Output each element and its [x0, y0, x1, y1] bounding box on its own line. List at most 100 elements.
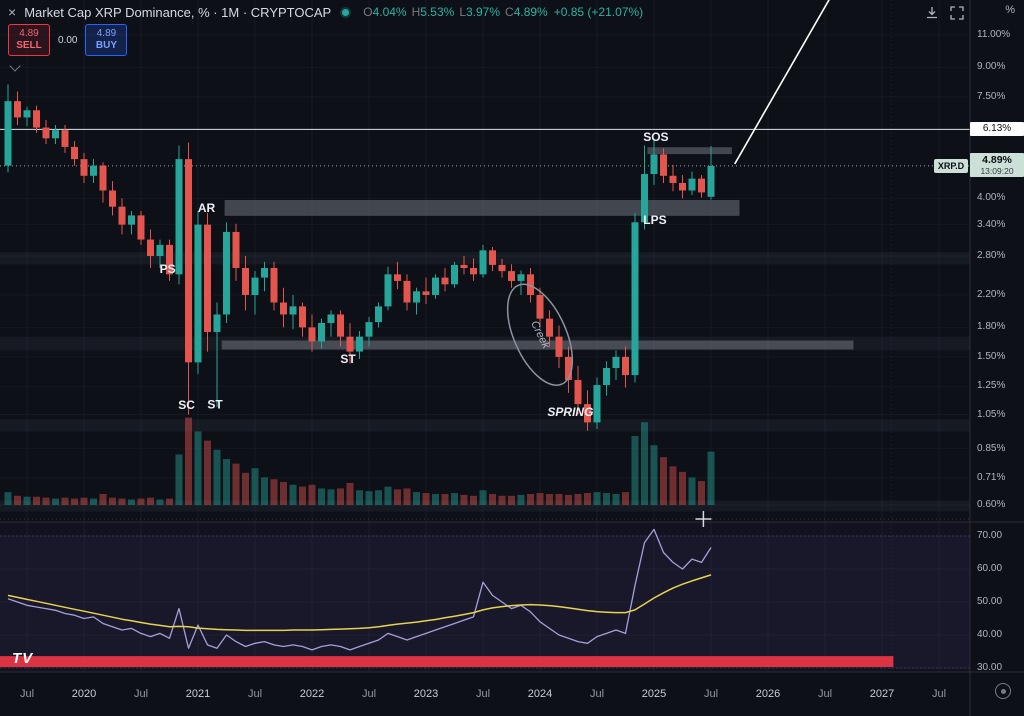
volume-bar — [80, 497, 88, 505]
rsi-tick: 60.00 — [977, 563, 1003, 574]
volume-bar — [261, 477, 268, 505]
candle — [4, 101, 12, 166]
high-label: H — [411, 5, 421, 19]
candle — [232, 231, 240, 268]
sell-label: SELL — [16, 40, 42, 51]
volume-bar — [204, 440, 211, 505]
volume-bar — [631, 436, 639, 505]
wyckoff-label-lps: LPS — [643, 213, 666, 227]
candle — [308, 327, 316, 342]
candle — [365, 322, 373, 337]
volume-bar — [641, 422, 648, 505]
volume-bar — [422, 493, 430, 505]
volume-bar — [318, 488, 325, 505]
time-tick: Jul — [361, 688, 377, 700]
candle — [90, 165, 97, 176]
volume-bar — [346, 482, 354, 505]
sell-button[interactable]: 4.89 SELL — [8, 24, 50, 56]
volume-bar — [137, 498, 145, 505]
price-tick: 0.60% — [977, 498, 1006, 510]
download-icon[interactable] — [924, 5, 940, 21]
candle — [489, 250, 496, 265]
candle — [128, 215, 135, 225]
trend-line[interactable] — [734, 0, 833, 165]
volume-bar — [565, 494, 572, 505]
volume-bar — [546, 493, 553, 505]
volume-bar — [99, 493, 107, 505]
candle — [622, 356, 629, 376]
buy-button[interactable]: 4.89 BUY — [85, 24, 128, 56]
candle — [603, 368, 610, 386]
spread-value: 0.00 — [58, 34, 78, 46]
creek-ellipse[interactable] — [494, 275, 585, 395]
candle — [223, 231, 230, 315]
tradingview-logo[interactable]: TV — [12, 650, 34, 667]
open-label: O — [363, 5, 373, 19]
rsi-band — [0, 536, 970, 668]
market-status-dot[interactable] — [342, 8, 350, 16]
current-price-label[interactable]: 4.89% 13:09:20 — [970, 152, 1024, 177]
ohlc-values: O 4.04% H 5.53% L 3.97% C 4.89% +0.85 (+… — [358, 5, 643, 19]
time-tick: Jul — [589, 688, 605, 700]
candle — [213, 314, 221, 332]
candle — [403, 280, 411, 303]
candle — [432, 277, 439, 295]
price-tick: 1.50% — [977, 350, 1006, 362]
candle — [441, 277, 449, 285]
time-tick: 2022 — [299, 688, 325, 700]
volume-bar — [109, 497, 116, 505]
volume-bar — [33, 496, 40, 505]
volume-bar — [71, 498, 78, 505]
volume-bar — [612, 493, 620, 505]
candle — [99, 165, 107, 191]
candle — [251, 277, 259, 295]
time-tick: 2024 — [527, 688, 553, 700]
volume-bar — [669, 466, 677, 505]
maximize-icon[interactable] — [949, 5, 965, 21]
volume-bar — [299, 486, 306, 505]
open-value: 4.04% — [372, 5, 407, 19]
time-tick: Jul — [703, 688, 719, 700]
candle — [299, 306, 306, 328]
volume-bar — [603, 493, 610, 505]
price-axis[interactable]: % 6.13% 4.89% 13:09:20 11.00% 9.00% 7.50% 4… — [970, 0, 1024, 673]
volume-bar — [337, 488, 344, 505]
time-axis[interactable]: Jul 2020 Jul 2021 Jul 2022 Jul 2023 Jul 2024 Jul 20… — [0, 672, 1024, 716]
candle — [470, 267, 477, 275]
volume-bar — [679, 471, 686, 505]
volume-bar — [622, 492, 629, 505]
volume-bar — [327, 489, 335, 505]
volume-bar — [365, 491, 373, 505]
wyckoff-label-sos: SOS — [643, 130, 668, 144]
volume-bar — [470, 495, 477, 505]
candle — [156, 244, 164, 257]
volume-bar — [375, 490, 382, 505]
candle — [14, 101, 21, 118]
price-tick: 2.80% — [977, 250, 1006, 261]
volume-bar — [232, 463, 240, 505]
level-price-label[interactable]: 6.13% — [970, 122, 1024, 137]
close-value: 4.89% — [513, 5, 548, 19]
candle — [612, 356, 620, 369]
settings-icon[interactable] — [995, 683, 1011, 699]
volume-bar — [660, 457, 667, 505]
sell-price: 4.89 — [19, 28, 39, 39]
candle — [261, 267, 268, 278]
price-tick: 3.40% — [977, 218, 1006, 230]
axis-unit-label[interactable]: % — [1005, 4, 1015, 16]
candle — [384, 274, 392, 307]
candle — [422, 291, 430, 295]
candle — [650, 154, 658, 175]
volume-bar — [147, 497, 154, 505]
wyckoff-label-st: ST — [207, 397, 223, 411]
volume-bar — [508, 495, 515, 505]
symbol-title[interactable]: Market Cap XRP Dominance, % · 1M · CRYPT… — [24, 4, 332, 20]
volume-bar — [527, 493, 534, 505]
bar-countdown: 13:09:20 — [980, 165, 1014, 176]
time-tick: 2027 — [869, 688, 895, 700]
candle — [679, 182, 686, 191]
volume-bar — [489, 493, 496, 505]
close-icon[interactable]: × — [8, 4, 17, 20]
